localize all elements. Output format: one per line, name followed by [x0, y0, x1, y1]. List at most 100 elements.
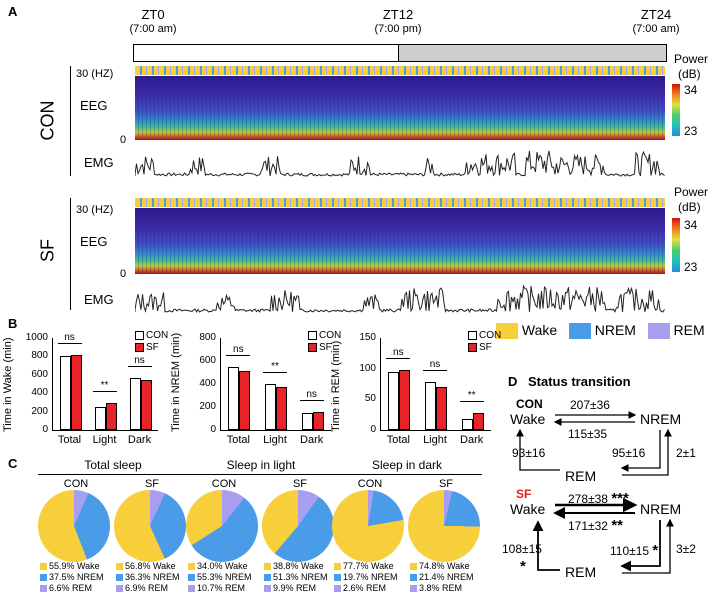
sf-colorbar — [672, 218, 680, 272]
sf-bar — [436, 387, 447, 430]
bar-legend-sf: SF — [479, 342, 492, 353]
pie-nrem-pct: 21.4% NREM — [419, 572, 474, 582]
bar-axis-2 — [380, 338, 491, 431]
sf-bar — [140, 379, 152, 430]
con-r2n-arrow — [622, 428, 672, 476]
zt0-time: (7:00 am) — [129, 23, 177, 35]
con-emg-label: EMG — [84, 155, 114, 170]
panel-a-label: A — [8, 4, 18, 19]
sf-emg-label: EMG — [84, 292, 114, 307]
bar-legend-sf: SF — [319, 342, 332, 353]
pie-wake-pct: 55.9% Wake — [49, 561, 100, 571]
bar-ytick: 600 — [31, 368, 48, 380]
sf-bar — [312, 411, 324, 430]
pie-legend: 34.0% Wake 55.3% NREM 10.7% REM — [188, 561, 252, 594]
sf-n2w-value: 171±32 ** — [568, 517, 623, 534]
sf-n2r-arrow — [620, 520, 661, 572]
pie-chart — [262, 490, 334, 562]
pie-name: CON — [63, 478, 89, 490]
sf-bracket — [70, 198, 71, 310]
con-bar — [265, 384, 276, 430]
bar-ytick: 0 — [42, 424, 48, 435]
sf-spectrogram — [135, 208, 665, 274]
pie-group-title: Sleep in dark — [332, 458, 482, 475]
bar-category-label: Total — [386, 434, 410, 446]
pie-wake-pct: 74.8% Wake — [419, 561, 470, 571]
wake-swatch — [496, 323, 518, 340]
bar-ytick: 600 — [199, 355, 216, 366]
con-eeg-label: EEG — [80, 98, 108, 113]
pie-wake-pct: 77.7% Wake — [343, 561, 394, 571]
pie-legend: 74.8% Wake 21.4% NREM 3.8% REM — [410, 561, 474, 594]
significance-label: ns — [57, 332, 82, 344]
bar-ytick: 0 — [370, 424, 376, 435]
con-bar — [301, 412, 313, 430]
sf-cbar-min: 23 — [684, 260, 698, 274]
sf-hypnogram — [135, 198, 665, 207]
bar-ytick: 400 — [199, 378, 216, 389]
bar-category-label: Light — [92, 434, 117, 446]
pie-name: CON — [357, 478, 383, 490]
pie-name: CON — [211, 478, 237, 490]
pie-chart — [408, 490, 480, 562]
con-transition-label: CON — [516, 397, 543, 411]
bar-ylabel-2: Time in REM (min) — [330, 340, 342, 432]
state-legend: Wake NREM REM — [496, 322, 705, 340]
con-hypnogram — [135, 66, 665, 75]
sf-power-unit: (dB) — [678, 200, 701, 214]
sf-n2r-number: 110±15 — [610, 544, 650, 558]
pie-nrem-pct: 19.7% NREM — [343, 572, 398, 582]
zt0-label: ZT0 (7:00 am) — [118, 8, 188, 36]
bar-category-label: Light — [263, 434, 287, 446]
bar-ytick: 800 — [199, 332, 216, 343]
con-n2r-arrow — [620, 430, 661, 472]
bar-legend: CON SF — [468, 330, 501, 354]
pie-nrem-pct: 37.5% NREM — [49, 572, 104, 582]
zt24-text: ZT24 — [640, 7, 672, 22]
pie-group-title: Total sleep — [38, 458, 188, 475]
panel-c-label: C — [8, 456, 18, 471]
con-cbar-max: 34 — [684, 83, 698, 97]
bar-category-label: Dark — [460, 434, 484, 446]
con-bar — [388, 371, 400, 430]
sf-cbar-max: 34 — [684, 218, 698, 232]
con-wake-node: Wake — [510, 411, 546, 427]
bar-category-label: Dark — [300, 434, 324, 446]
pie-wake-pct: 38.8% Wake — [273, 561, 324, 571]
pie-nrem-pct: 51.3% NREM — [273, 572, 328, 582]
sf-r2n-arrow — [622, 518, 674, 574]
wake-legend-label: Wake — [521, 322, 558, 338]
pie-legend: 77.7% Wake 19.7% NREM 2.6% REM — [334, 561, 398, 594]
pie-wake-pct: 56.8% Wake — [125, 561, 176, 571]
sf-r2n-value: 3±2 — [676, 542, 696, 556]
sf-transition-label: SF — [516, 487, 532, 501]
sf-bar — [399, 369, 411, 430]
con-bar — [461, 418, 473, 430]
bar-legend-con: CON — [319, 330, 342, 341]
bar-category-label: Dark — [127, 434, 152, 446]
sf-bar — [472, 412, 484, 430]
pie-legend: 38.8% Wake 51.3% NREM 9.9% REM — [264, 561, 328, 594]
panel-d-label: D — [508, 374, 518, 389]
significance-label: ns — [386, 347, 411, 359]
bar-ytick: 1000 — [25, 332, 48, 343]
sf-n2r-value: 110±15 * — [610, 542, 658, 559]
con-bar — [94, 407, 106, 430]
bar-axis-1 — [220, 338, 331, 431]
sf-w2n-number: 278±38 — [568, 492, 608, 506]
bar-category-label: Light — [423, 434, 447, 446]
sf-bar — [70, 354, 82, 430]
con-bar — [425, 382, 436, 430]
pie-rem-pct: 6.9% REM — [125, 583, 169, 593]
zt12-time: (7:00 pm) — [374, 23, 422, 35]
nrem-swatch — [568, 323, 591, 340]
bar-category-label: Total — [57, 434, 82, 446]
con-r2w-arrow — [516, 428, 560, 471]
con-zero-label: 0 — [120, 134, 127, 146]
sf-eeg-label: EEG — [80, 234, 108, 249]
con-hz-label: 30 (HZ) — [76, 68, 114, 80]
dark-phase-bar — [398, 44, 667, 62]
transition-title: Status transition — [528, 374, 631, 389]
bar-legend-con: CON — [146, 330, 169, 341]
bar-legend: CON SF — [308, 330, 341, 354]
